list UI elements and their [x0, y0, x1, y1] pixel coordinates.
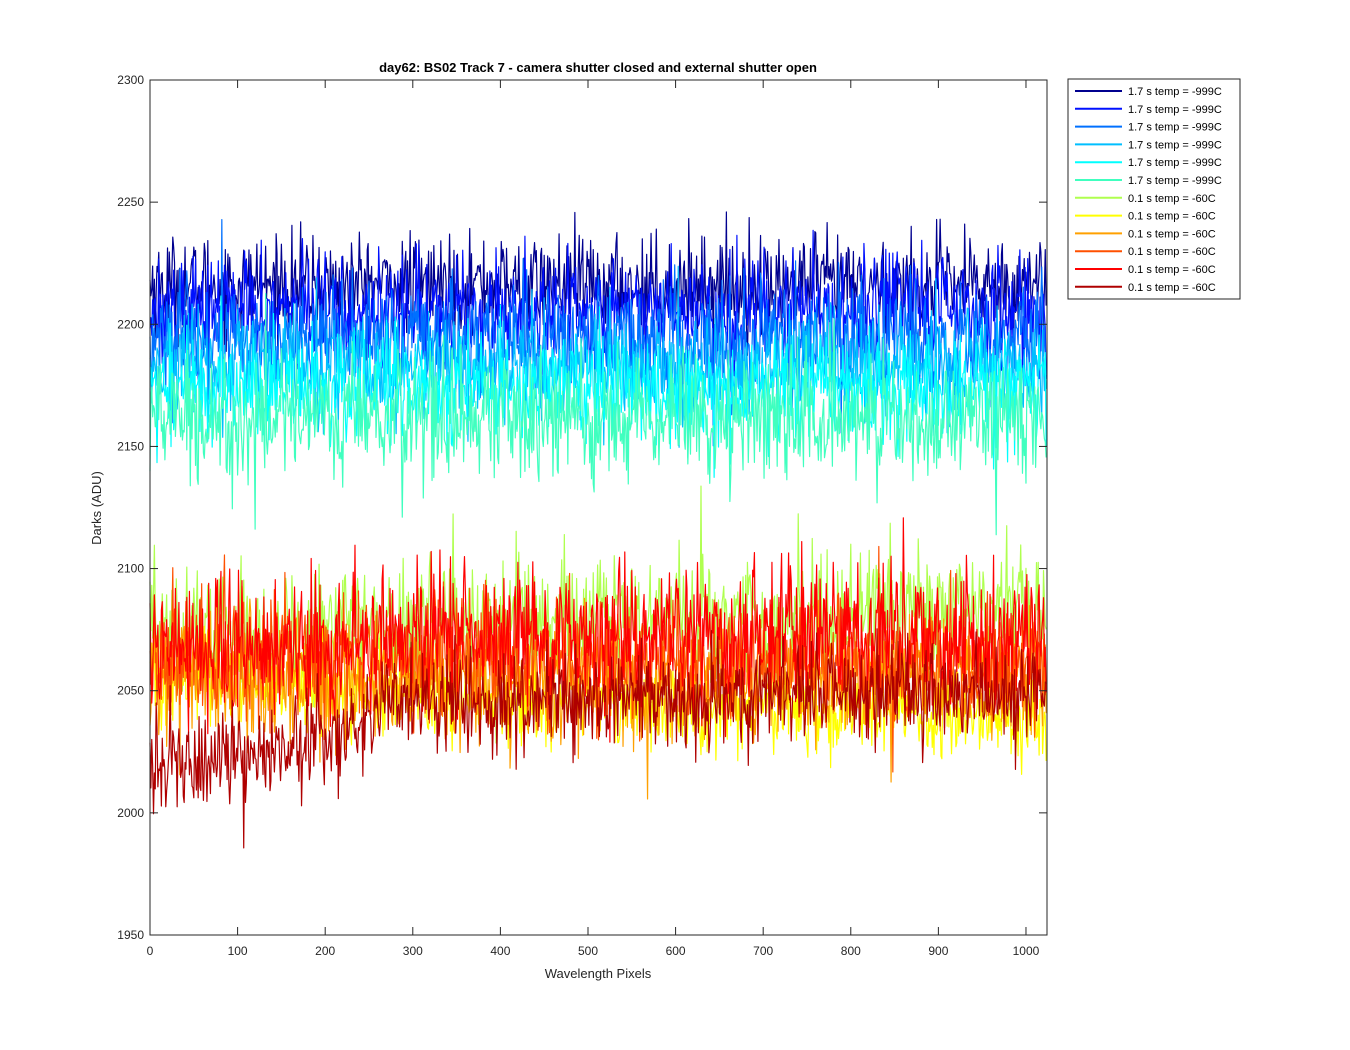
legend-label: 1.7 s temp = -999C [1128, 86, 1222, 98]
series-line [149, 293, 1047, 536]
x-tick-label: 0 [147, 944, 154, 958]
y-tick-label: 2050 [117, 684, 144, 698]
x-tick-label: 700 [753, 944, 773, 958]
legend-label: 0.1 s temp = -60C [1128, 282, 1216, 294]
legend-label: 1.7 s temp = -999C [1128, 122, 1222, 134]
legend-label: 1.7 s temp = -999C [1128, 157, 1222, 169]
legend-label: 0.1 s temp = -60C [1128, 193, 1216, 205]
x-tick-label: 100 [228, 944, 248, 958]
legend-label: 1.7 s temp = -999C [1128, 139, 1222, 151]
y-tick-label: 2150 [117, 439, 144, 453]
legend-label: 1.7 s temp = -999C [1128, 104, 1222, 116]
x-tick-label: 900 [928, 944, 948, 958]
x-tick-label: 500 [578, 944, 598, 958]
plot-area: 0 100 200 300 400 500 600 700 800 900 1000 1950 2000… [117, 73, 1048, 958]
y-tick-label: 2300 [117, 73, 144, 87]
x-tick-label: 400 [490, 944, 510, 958]
y-tick-label: 2000 [117, 806, 144, 820]
series-line [149, 628, 1047, 849]
y-tick-label: 2100 [117, 562, 144, 576]
legend-entries: 1.7 s temp = -999C 1.7 s temp = -999C 1.7 … [1075, 86, 1222, 294]
x-axis-label: Wavelength Pixels [545, 966, 652, 981]
x-tick-label: 1000 [1013, 944, 1040, 958]
series-line [149, 517, 1047, 743]
y-tick-label: 2250 [117, 195, 144, 209]
axes-box [149, 79, 1048, 936]
y-axis-label: Darks (ADU) [89, 471, 104, 545]
legend-label: 0.1 s temp = -60C [1128, 246, 1216, 258]
y-tick-label: 1950 [117, 928, 144, 942]
series-line [149, 211, 1047, 372]
legend: 1.7 s temp = -999C 1.7 s temp = -999C 1.7 … [1067, 78, 1241, 300]
legend-label: 1.7 s temp = -999C [1128, 175, 1222, 187]
x-tick-label: 600 [666, 944, 686, 958]
legend-box [1067, 78, 1241, 300]
y-tick-label: 2200 [117, 317, 144, 331]
x-tick-label: 300 [403, 944, 423, 958]
series-layer [149, 211, 1047, 849]
legend-label: 0.1 s temp = -60C [1128, 211, 1216, 223]
axes-background [150, 80, 1047, 935]
tick-layer: 0 100 200 300 400 500 600 700 800 900 1000 1950 2000… [117, 73, 1047, 958]
legend-label: 0.1 s temp = -60C [1128, 264, 1216, 276]
legend-label: 0.1 s temp = -60C [1128, 228, 1216, 240]
x-tick-label: 200 [315, 944, 335, 958]
chart-title: day62: BS02 Track 7 - camera shutter clo… [379, 60, 817, 75]
x-tick-label: 800 [841, 944, 861, 958]
